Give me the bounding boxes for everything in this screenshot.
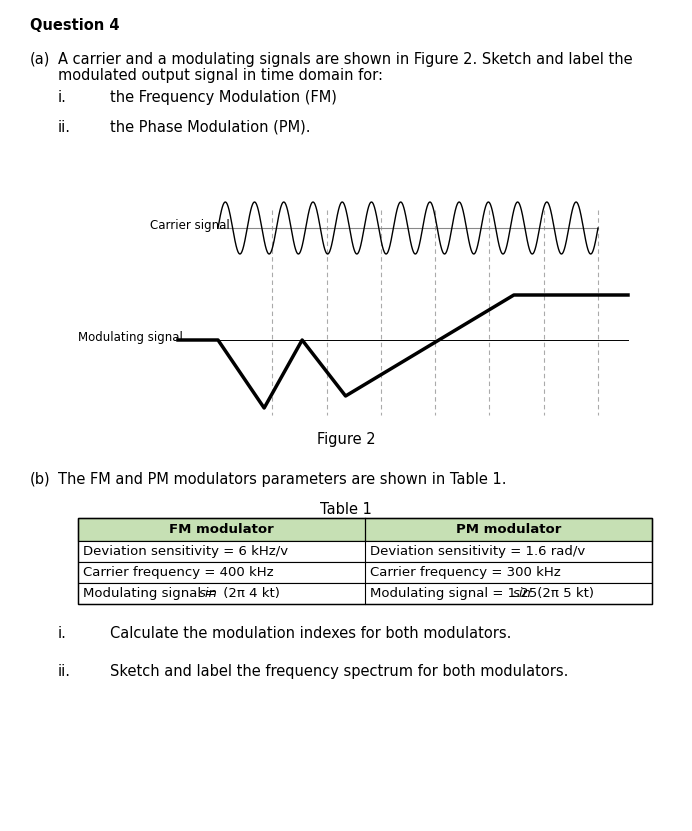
Text: sin: sin <box>199 587 218 600</box>
Text: modulated output signal in time domain for:: modulated output signal in time domain f… <box>58 68 383 83</box>
Text: Deviation sensitivity = 6 kHz/v: Deviation sensitivity = 6 kHz/v <box>83 545 288 558</box>
Text: (2π 4 kt): (2π 4 kt) <box>219 587 280 600</box>
Text: (2π 5 kt): (2π 5 kt) <box>533 587 594 600</box>
Text: Modulating signal: Modulating signal <box>78 332 183 345</box>
Bar <box>78 562 652 583</box>
Text: Deviation sensitivity = 1.6 rad/v: Deviation sensitivity = 1.6 rad/v <box>370 545 585 558</box>
Bar <box>78 518 652 604</box>
Text: PM modulator: PM modulator <box>456 523 561 536</box>
Bar <box>78 583 652 604</box>
Text: Figure 2: Figure 2 <box>317 432 375 447</box>
Text: the Phase Modulation (PM).: the Phase Modulation (PM). <box>110 120 311 135</box>
Text: i.: i. <box>58 90 67 105</box>
Bar <box>78 541 652 562</box>
Text: Calculate the modulation indexes for both modulators.: Calculate the modulation indexes for bot… <box>110 626 511 641</box>
Text: Carrier frequency = 300 kHz: Carrier frequency = 300 kHz <box>370 566 561 579</box>
Text: Sketch and label the frequency spectrum for both modulators.: Sketch and label the frequency spectrum … <box>110 664 568 679</box>
Text: Modulating signal =: Modulating signal = <box>83 587 221 600</box>
Text: sin: sin <box>513 587 532 600</box>
Text: A carrier and a modulating signals are shown in Figure 2. Sketch and label the: A carrier and a modulating signals are s… <box>58 52 632 67</box>
Text: the Frequency Modulation (FM): the Frequency Modulation (FM) <box>110 90 337 105</box>
Text: Table 1: Table 1 <box>320 502 372 517</box>
Text: ii.: ii. <box>58 664 71 679</box>
Text: Question 4: Question 4 <box>30 18 120 33</box>
Text: (a): (a) <box>30 52 51 67</box>
Text: Carrier signal: Carrier signal <box>150 219 230 233</box>
Text: (b): (b) <box>30 472 51 487</box>
Text: i.: i. <box>58 626 67 641</box>
Text: Carrier frequency = 400 kHz: Carrier frequency = 400 kHz <box>83 566 273 579</box>
Text: The FM and PM modulators parameters are shown in Table 1.: The FM and PM modulators parameters are … <box>58 472 507 487</box>
Text: FM modulator: FM modulator <box>169 523 274 536</box>
Bar <box>78 518 652 541</box>
Text: ii.: ii. <box>58 120 71 135</box>
Text: Modulating signal = 1.25: Modulating signal = 1.25 <box>370 587 542 600</box>
